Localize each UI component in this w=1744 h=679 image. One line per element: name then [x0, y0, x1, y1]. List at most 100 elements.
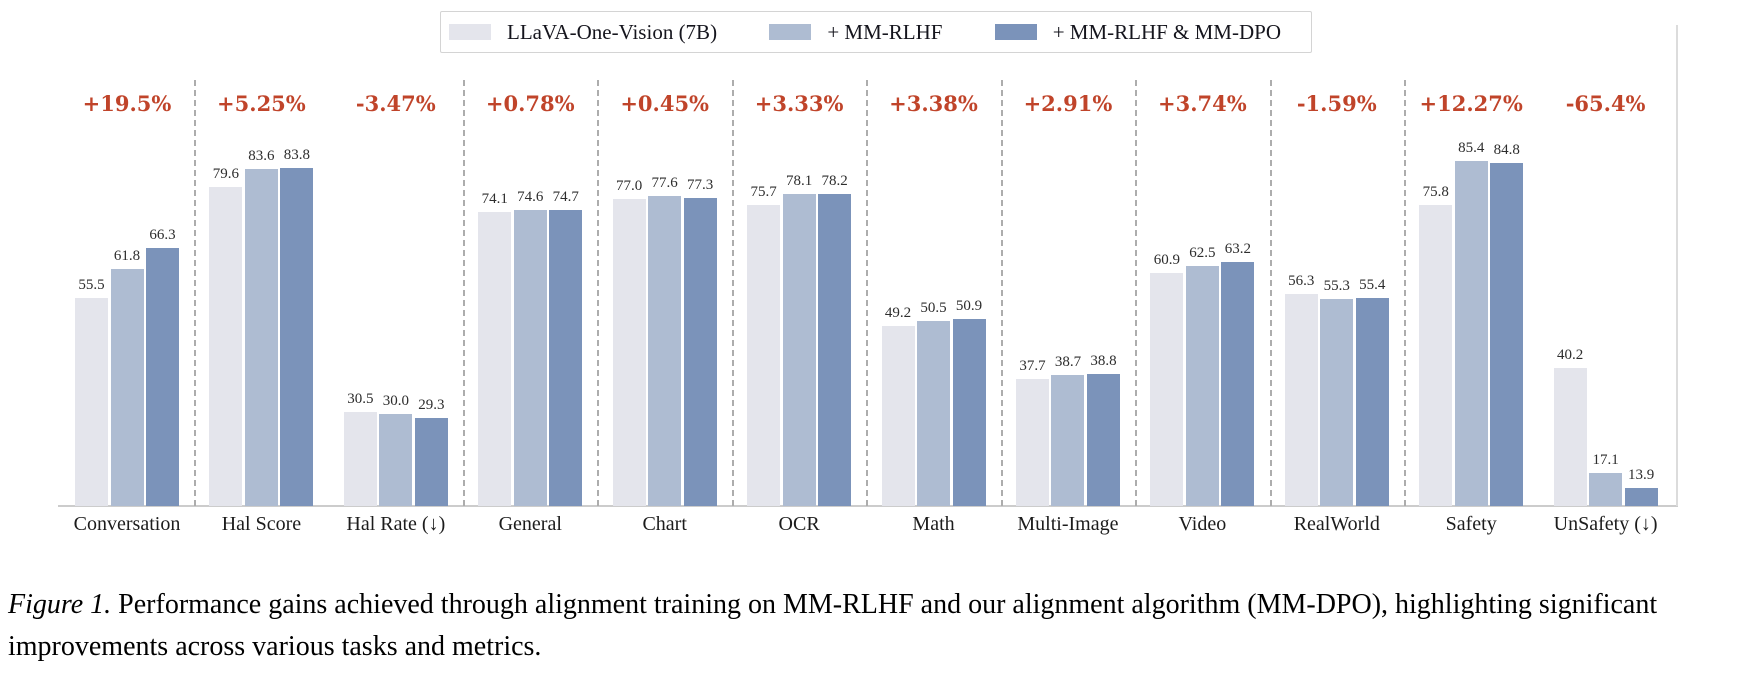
legend-item-0: LLaVA-One-Vision (7B)	[449, 20, 717, 45]
bar-conversation-series-1	[110, 268, 144, 506]
bar-value-label: 60.9	[1153, 251, 1180, 268]
bar-hal-rate--series-1	[379, 414, 413, 506]
group-separator-0	[194, 80, 197, 506]
bar-conversation-series-2	[146, 248, 179, 506]
bar-math-series-2	[952, 318, 986, 506]
legend-label-2: + MM-RLHF & MM-DPO	[1052, 19, 1281, 44]
bar-value-label: 77.0	[616, 178, 643, 195]
group-separator-3	[597, 80, 600, 506]
bar-value-label: 61.8	[113, 247, 141, 264]
bar-realworld-series-2	[1355, 298, 1389, 506]
bar-hal-rate--series-2	[414, 417, 448, 506]
category-label-4: Chart	[642, 513, 687, 535]
bar-hal-score-series-1	[244, 168, 278, 506]
bar-value-label: 77.3	[687, 176, 714, 193]
bar-value-label: 55.4	[1359, 277, 1386, 294]
bar-hal-score-series-2	[280, 167, 314, 506]
bar-unsafety--series-1	[1589, 473, 1623, 506]
group-separator-9	[1403, 80, 1406, 506]
bar-value-label: 75.7	[750, 184, 777, 201]
category-label-8: Video	[1178, 513, 1227, 535]
bar-value-label: 83.8	[283, 146, 311, 163]
gain-label-6: +3.38%	[889, 91, 978, 116]
group-separator-2	[463, 80, 466, 506]
gain-label-2: -3.47%	[355, 91, 436, 116]
bar-realworld-series-0	[1284, 293, 1318, 506]
bar-value-label: 29.3	[418, 396, 445, 413]
bar-safety-series-1	[1454, 160, 1488, 506]
bar-multi-image-series-1	[1051, 374, 1085, 506]
group-separator-8	[1269, 80, 1272, 506]
bar-value-label: 83.6	[248, 147, 275, 164]
bar-value-label: 13.9	[1627, 467, 1655, 484]
bar-chart-series-2	[683, 197, 717, 506]
bar-video-series-0	[1150, 272, 1184, 506]
bar-value-label: 55.5	[78, 276, 105, 293]
legend-swatch-0	[449, 24, 491, 40]
legend-item-2: + MM-RLHF & MM-DPO	[994, 19, 1281, 45]
bar-unsafety--series-0	[1553, 367, 1587, 506]
bar-ocr-series-0	[747, 205, 781, 506]
bar-chart-series-0	[612, 199, 646, 506]
category-label-9: RealWorld	[1293, 513, 1380, 535]
bar-unsafety--series-2	[1624, 488, 1658, 506]
category-label-11: UnSafety (↓)	[1553, 513, 1658, 535]
bar-value-label: 78.1	[785, 173, 813, 190]
bar-realworld-series-1	[1320, 298, 1354, 506]
bar-video-series-2	[1221, 262, 1255, 506]
gain-label-8: +3.74%	[1158, 91, 1247, 116]
gain-label-4: +0.45%	[620, 91, 710, 116]
group-separator-4	[731, 80, 734, 506]
bar-hal-rate--series-0	[343, 412, 377, 506]
category-label-1: Hal Score	[221, 513, 302, 535]
legend-swatch-2	[994, 24, 1037, 40]
bar-general-series-0	[478, 212, 512, 506]
bar-value-label: 40.2	[1556, 346, 1584, 363]
gain-label-7: +2.91%	[1023, 91, 1113, 116]
gain-label-3: +0.78%	[485, 91, 575, 116]
bar-value-label: 38.7	[1054, 353, 1082, 370]
bar-video-series-1	[1185, 265, 1219, 506]
gain-label-0: +19.5%	[82, 91, 172, 116]
category-label-3: General	[498, 513, 562, 535]
legend-label-1: + MM-RLHF	[827, 19, 943, 44]
bar-value-label: 63.2	[1224, 241, 1251, 258]
bar-ocr-series-2	[818, 193, 852, 506]
bar-value-label: 38.8	[1090, 353, 1117, 370]
gain-label-5: +3.33%	[754, 91, 844, 116]
bar-value-label: 55.3	[1323, 277, 1350, 294]
bar-multi-image-series-0	[1015, 379, 1049, 506]
bar-value-label: 78.2	[821, 172, 848, 189]
category-label-10: Safety	[1445, 513, 1497, 535]
legend-label-0: LLaVA-One-Vision (7B)	[507, 19, 718, 44]
group-separator-7	[1135, 80, 1138, 506]
legend-swatch-1	[769, 24, 812, 40]
category-label-0: Conversation	[73, 513, 181, 535]
category-label-5: OCR	[778, 513, 820, 535]
category-label-2: Hal Rate (↓)	[346, 513, 446, 535]
bar-value-label: 30.0	[382, 393, 409, 410]
group-separator-5	[866, 80, 869, 506]
bar-safety-series-0	[1419, 204, 1453, 506]
figure-caption-label: Figure 1.	[8, 589, 112, 620]
figure-caption-text: Performance gains achieved through align…	[8, 589, 1658, 662]
bar-safety-series-2	[1490, 163, 1524, 506]
figure-caption: Figure 1. Performance gains achieved thr…	[8, 584, 1738, 668]
bar-conversation-series-0	[75, 297, 108, 506]
gain-label-1: +5.25%	[217, 91, 306, 116]
bar-value-label: 75.8	[1422, 183, 1449, 200]
bar-value-label: 77.6	[651, 175, 678, 192]
bar-value-label: 50.9	[955, 297, 983, 314]
gain-label-11: -65.4%	[1565, 91, 1646, 116]
bar-math-series-0	[881, 326, 915, 506]
bar-value-label: 49.2	[884, 305, 912, 322]
bar-value-label: 30.5	[347, 391, 374, 408]
group-separator-6	[1000, 80, 1003, 506]
bar-value-label: 74.1	[481, 191, 508, 208]
bar-value-label: 74.7	[552, 188, 579, 205]
bar-value-label: 37.7	[1019, 358, 1046, 375]
chart-legend: LLaVA-One-Vision (7B) + MM-RLHF + MM-RLHF …	[440, 11, 1312, 53]
category-label-7: Multi-Image	[1017, 513, 1119, 535]
